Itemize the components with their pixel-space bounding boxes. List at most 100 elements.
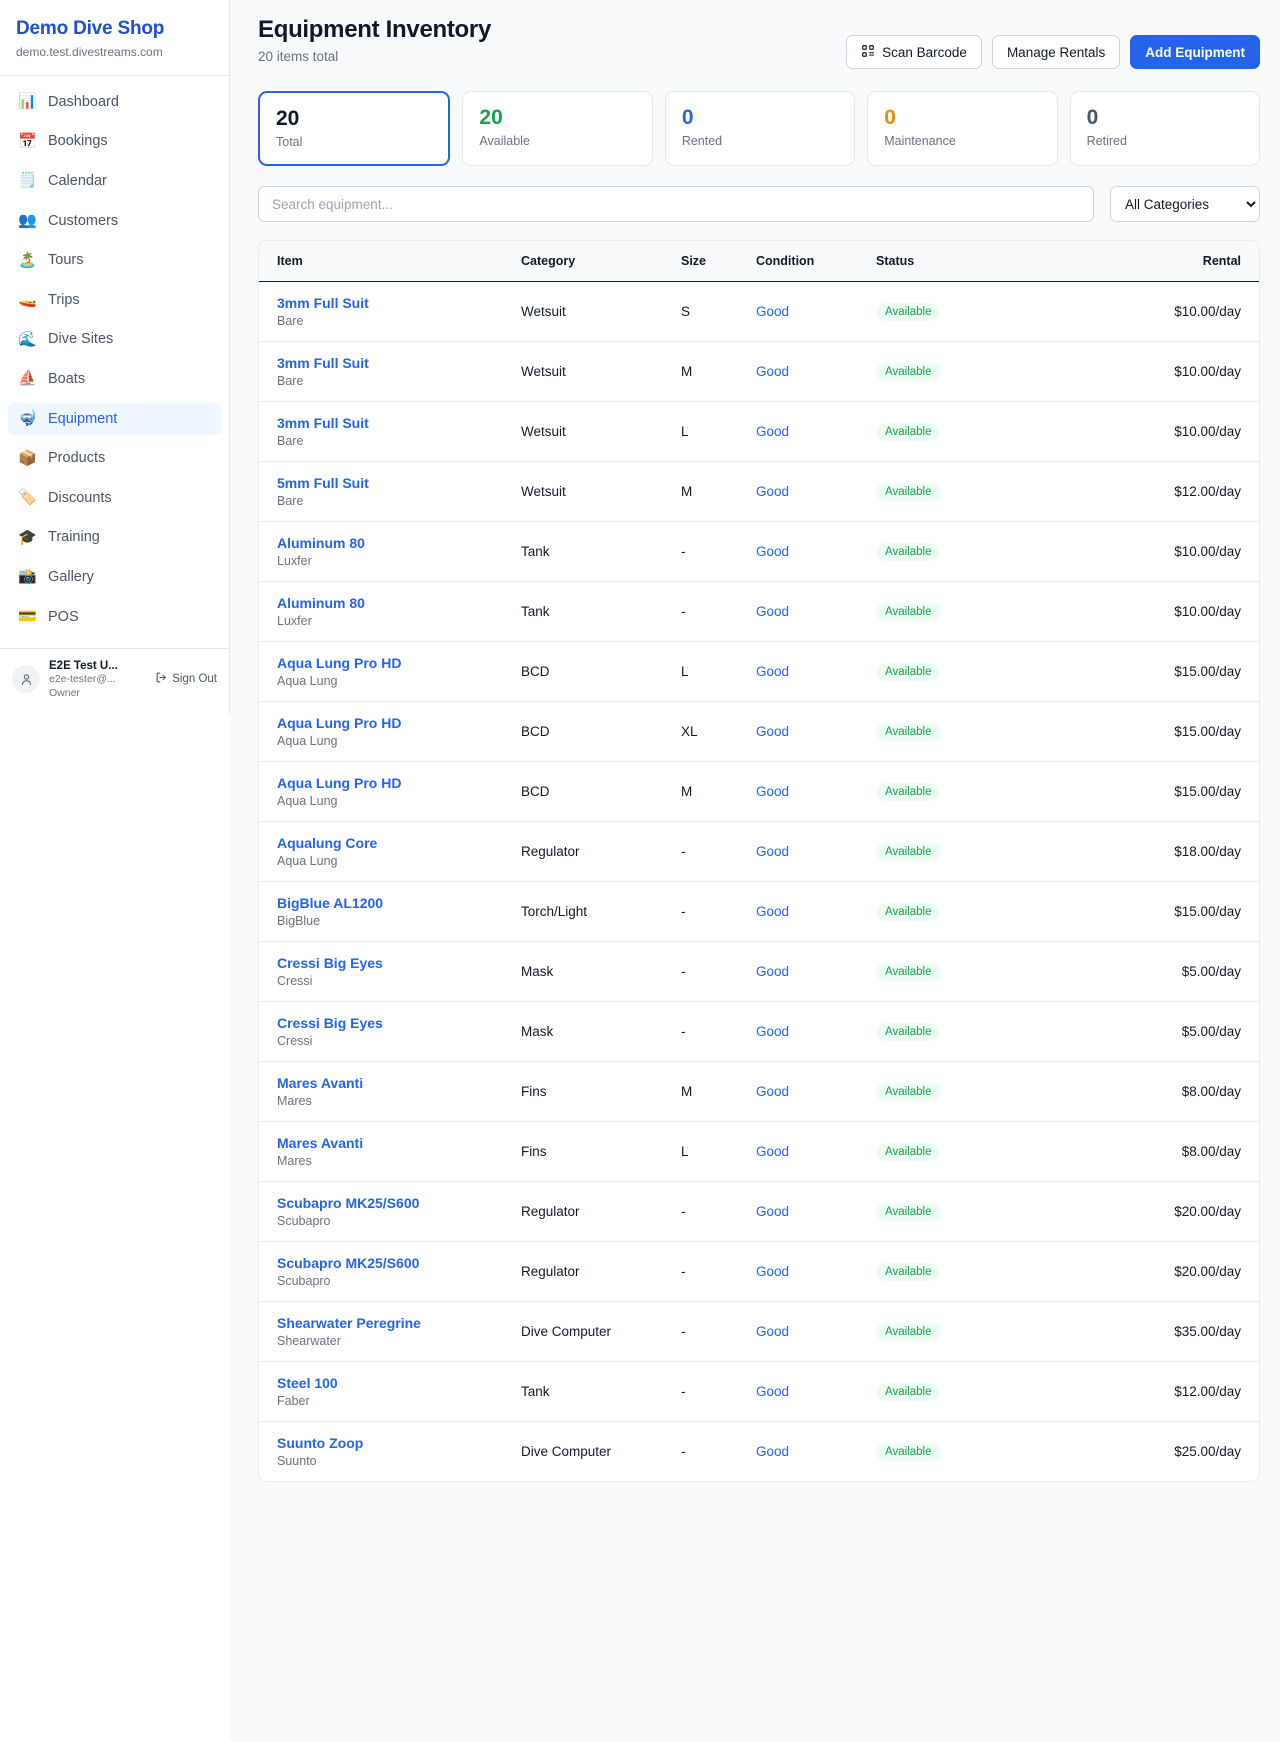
item-link[interactable]: Cressi Big Eyes bbox=[277, 955, 383, 972]
item-link[interactable]: Aqua Lung Pro HD bbox=[277, 655, 402, 672]
table-row[interactable]: 3mm Full Suit Bare Wetsuit M Good Available $1… bbox=[259, 341, 1259, 403]
table-row[interactable]: Steel 100 Faber Tank - Good Available $12.00/d… bbox=[259, 1361, 1259, 1423]
sidebar-item-gallery[interactable]: 📸 Gallery bbox=[8, 561, 221, 593]
item-link[interactable]: 5mm Full Suit bbox=[277, 475, 369, 492]
item-link[interactable]: Aqua Lung Pro HD bbox=[277, 715, 402, 732]
cell-condition: Good bbox=[746, 341, 866, 403]
table-row[interactable]: Aqua Lung Pro HD Aqua Lung BCD XL Good Availa… bbox=[259, 701, 1259, 763]
item-link[interactable]: Aluminum 80 bbox=[277, 595, 365, 612]
table-row[interactable]: Cressi Big Eyes Cressi Mask - Good Available $… bbox=[259, 1001, 1259, 1063]
item-link[interactable]: BigBlue AL1200 bbox=[277, 895, 384, 912]
sidebar-item-training[interactable]: 🎓 Training bbox=[8, 521, 221, 553]
item-link[interactable]: Mares Avanti bbox=[277, 1075, 364, 1092]
condition-link[interactable]: Good bbox=[756, 1204, 790, 1220]
sidebar-item-boats[interactable]: ⛵ Boats bbox=[8, 363, 221, 395]
condition-link[interactable]: Good bbox=[756, 304, 790, 320]
stat-card-total[interactable]: 20 Total bbox=[258, 91, 451, 167]
table-row[interactable]: Mares Avanti Mares Fins L Good Available $8.00… bbox=[259, 1121, 1259, 1183]
search-input[interactable] bbox=[258, 186, 1094, 223]
condition-link[interactable]: Good bbox=[756, 484, 790, 500]
item-link[interactable]: Steel 100 bbox=[277, 1375, 338, 1392]
stat-card-available[interactable]: 20 Available bbox=[462, 91, 653, 167]
condition-link[interactable]: Good bbox=[756, 664, 790, 680]
item-link[interactable]: Aqua Lung Pro HD bbox=[277, 775, 402, 792]
condition-link[interactable]: Good bbox=[756, 1084, 790, 1100]
add-equipment-button[interactable]: Add Equipment bbox=[1130, 35, 1260, 69]
table-row[interactable]: Aluminum 80 Luxfer Tank - Good Available $10.0… bbox=[259, 581, 1259, 643]
item-link[interactable]: Scubapro MK25/S600 bbox=[277, 1195, 420, 1212]
table-row[interactable]: 3mm Full Suit Bare Wetsuit L Good Available $1… bbox=[259, 401, 1259, 463]
sidebar-item-discounts[interactable]: 🏷️ Discounts bbox=[8, 482, 221, 514]
item-link[interactable]: Mares Avanti bbox=[277, 1135, 364, 1152]
status-badge: Available bbox=[876, 422, 941, 441]
sidebar-item-pos[interactable]: 💳 POS bbox=[8, 601, 221, 633]
sidebar-item-customers[interactable]: 👥 Customers bbox=[8, 205, 221, 237]
item-link[interactable]: Suunto Zoop bbox=[277, 1435, 364, 1452]
sidebar-item-dive-sites[interactable]: 🌊 Dive Sites bbox=[8, 323, 221, 355]
column-header-status[interactable]: Status bbox=[866, 241, 986, 283]
sidebar-item-bookings[interactable]: 📅 Bookings bbox=[8, 125, 221, 157]
condition-link[interactable]: Good bbox=[756, 904, 790, 920]
sidebar-item-equipment[interactable]: 🤿 Equipment bbox=[8, 402, 221, 435]
sidebar-item-products[interactable]: 📦 Products bbox=[8, 442, 221, 474]
item-link[interactable]: 3mm Full Suit bbox=[277, 355, 369, 372]
item-link[interactable]: 3mm Full Suit bbox=[277, 295, 369, 312]
item-link[interactable]: Cressi Big Eyes bbox=[277, 1015, 383, 1032]
sidebar-item-calendar[interactable]: 🗒️ Calendar bbox=[8, 165, 221, 197]
stat-card-maintenance[interactable]: 0 Maintenance bbox=[867, 91, 1058, 167]
condition-link[interactable]: Good bbox=[756, 1384, 790, 1400]
item-link[interactable]: 3mm Full Suit bbox=[277, 415, 369, 432]
item-link[interactable]: Scubapro MK25/S600 bbox=[277, 1255, 420, 1272]
sidebar-item-trips[interactable]: 🚤 Trips bbox=[8, 284, 221, 316]
condition-link[interactable]: Good bbox=[756, 1264, 790, 1280]
item-link[interactable]: Aqualung Core bbox=[277, 835, 378, 852]
condition-link[interactable]: Good bbox=[756, 724, 790, 740]
condition-link[interactable]: Good bbox=[756, 1144, 790, 1160]
scan-barcode-button[interactable]: Scan Barcode bbox=[846, 35, 982, 69]
item-brand: Cressi bbox=[277, 974, 313, 989]
column-header-item[interactable]: Item bbox=[259, 241, 511, 283]
condition-link[interactable]: Good bbox=[756, 1324, 790, 1340]
table-row[interactable]: Aluminum 80 Luxfer Tank - Good Available $10.0… bbox=[259, 521, 1259, 583]
column-header-rental[interactable]: Rental bbox=[986, 241, 1259, 283]
brand-name: Demo Dive Shop bbox=[16, 18, 165, 39]
item-link[interactable]: Aluminum 80 bbox=[277, 535, 365, 552]
sidebar-item-tours[interactable]: 🏝️ Tours bbox=[8, 244, 221, 276]
brand-block[interactable]: Demo Dive Shop demo.test.divestreams.com bbox=[0, 0, 229, 76]
table-row[interactable]: Aqua Lung Pro HD Aqua Lung BCD L Good Availab… bbox=[259, 641, 1259, 703]
table-row[interactable]: Aqualung Core Aqua Lung Regulator - Good Avai… bbox=[259, 821, 1259, 883]
table-row[interactable]: Suunto Zoop Suunto Dive Computer - Good Avail… bbox=[259, 1422, 1259, 1482]
condition-link[interactable]: Good bbox=[756, 604, 790, 620]
table-row[interactable]: Aqua Lung Pro HD Aqua Lung BCD M Good Availab… bbox=[259, 761, 1259, 823]
item-link[interactable]: Shearwater Peregrine bbox=[277, 1315, 421, 1332]
sidebar-item-dashboard[interactable]: 📊 Dashboard bbox=[8, 86, 221, 118]
table-row[interactable]: BigBlue AL1200 BigBlue Torch/Light - Good Ava… bbox=[259, 881, 1259, 943]
condition-link[interactable]: Good bbox=[756, 544, 790, 560]
table-row[interactable]: Mares Avanti Mares Fins M Good Available $8.00… bbox=[259, 1061, 1259, 1123]
condition-link[interactable]: Good bbox=[756, 1444, 790, 1460]
stat-card-retired[interactable]: 0 Retired bbox=[1069, 91, 1261, 167]
cell-category: Wetsuit bbox=[511, 401, 671, 463]
table-row[interactable]: 3mm Full Suit Bare Wetsuit S Good Available $1… bbox=[259, 281, 1259, 343]
table-row[interactable]: Shearwater Peregrine Shearwater Dive Compu… bbox=[259, 1301, 1259, 1363]
column-header-condition[interactable]: Condition bbox=[746, 241, 866, 283]
table-head: Item Category Size Condition Status Rent… bbox=[259, 241, 1259, 283]
table-row[interactable]: Cressi Big Eyes Cressi Mask - Good Available $… bbox=[259, 941, 1259, 1003]
column-header-size[interactable]: Size bbox=[671, 241, 746, 283]
cell-condition: Good bbox=[746, 1121, 866, 1183]
column-header-category[interactable]: Category bbox=[511, 241, 671, 283]
category-filter-select[interactable]: All CategoriesWetsuitTankBCDRegulatorTor… bbox=[1110, 186, 1260, 223]
condition-link[interactable]: Good bbox=[756, 424, 790, 440]
sign-out-button[interactable]: Sign Out bbox=[155, 671, 217, 687]
condition-link[interactable]: Good bbox=[756, 964, 790, 980]
manage-rentals-button[interactable]: Manage Rentals bbox=[991, 35, 1121, 69]
table-row[interactable]: 5mm Full Suit Bare Wetsuit M Good Available $1… bbox=[259, 461, 1259, 523]
table-row[interactable]: Scubapro MK25/S600 Scubapro Regulator - Good… bbox=[259, 1241, 1259, 1303]
stat-card-rented[interactable]: 0 Rented bbox=[664, 91, 856, 167]
condition-link[interactable]: Good bbox=[756, 844, 790, 860]
condition-link[interactable]: Good bbox=[756, 784, 790, 800]
condition-link[interactable]: Good bbox=[756, 364, 790, 380]
table-row[interactable]: Scubapro MK25/S600 Scubapro Regulator - Good… bbox=[259, 1181, 1259, 1243]
condition-link[interactable]: Good bbox=[756, 1024, 790, 1040]
cell-item: Aqua Lung Pro HD Aqua Lung bbox=[259, 701, 511, 763]
